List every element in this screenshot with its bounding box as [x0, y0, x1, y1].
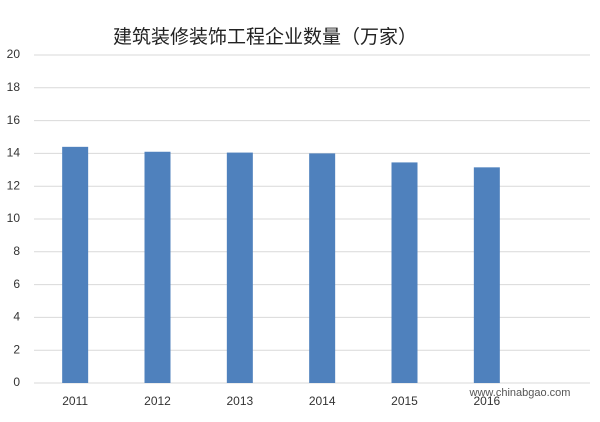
- bar: [473, 167, 500, 383]
- watermark: www.chinabgao.com: [469, 387, 571, 399]
- y-tick-label: 4: [13, 310, 20, 324]
- y-tick-label: 16: [7, 113, 21, 127]
- bar: [144, 151, 171, 383]
- y-tick-label: 6: [13, 277, 20, 291]
- y-tick-label: 0: [13, 375, 20, 389]
- y-tick-label: 20: [7, 47, 21, 61]
- x-tick-label: 2011: [62, 394, 88, 408]
- bar: [391, 162, 418, 383]
- bar: [226, 152, 253, 383]
- y-tick-label: 18: [7, 80, 21, 94]
- chart-title: 建筑装修装饰工程企业数量（万家）: [113, 26, 417, 48]
- y-tick-label: 14: [7, 146, 21, 160]
- y-tick-label: 2: [13, 342, 20, 356]
- y-tick-label: 12: [7, 178, 21, 192]
- bar: [309, 153, 336, 383]
- x-tick-label: 2015: [391, 394, 418, 408]
- x-tick-label: 2014: [309, 394, 336, 408]
- x-tick-label: 2016: [473, 394, 500, 408]
- x-tick-label: 2013: [226, 394, 253, 408]
- x-tick-label: 2012: [144, 394, 171, 408]
- y-tick-label: 10: [7, 211, 21, 225]
- bar: [62, 146, 89, 383]
- y-tick-label: 8: [13, 244, 20, 258]
